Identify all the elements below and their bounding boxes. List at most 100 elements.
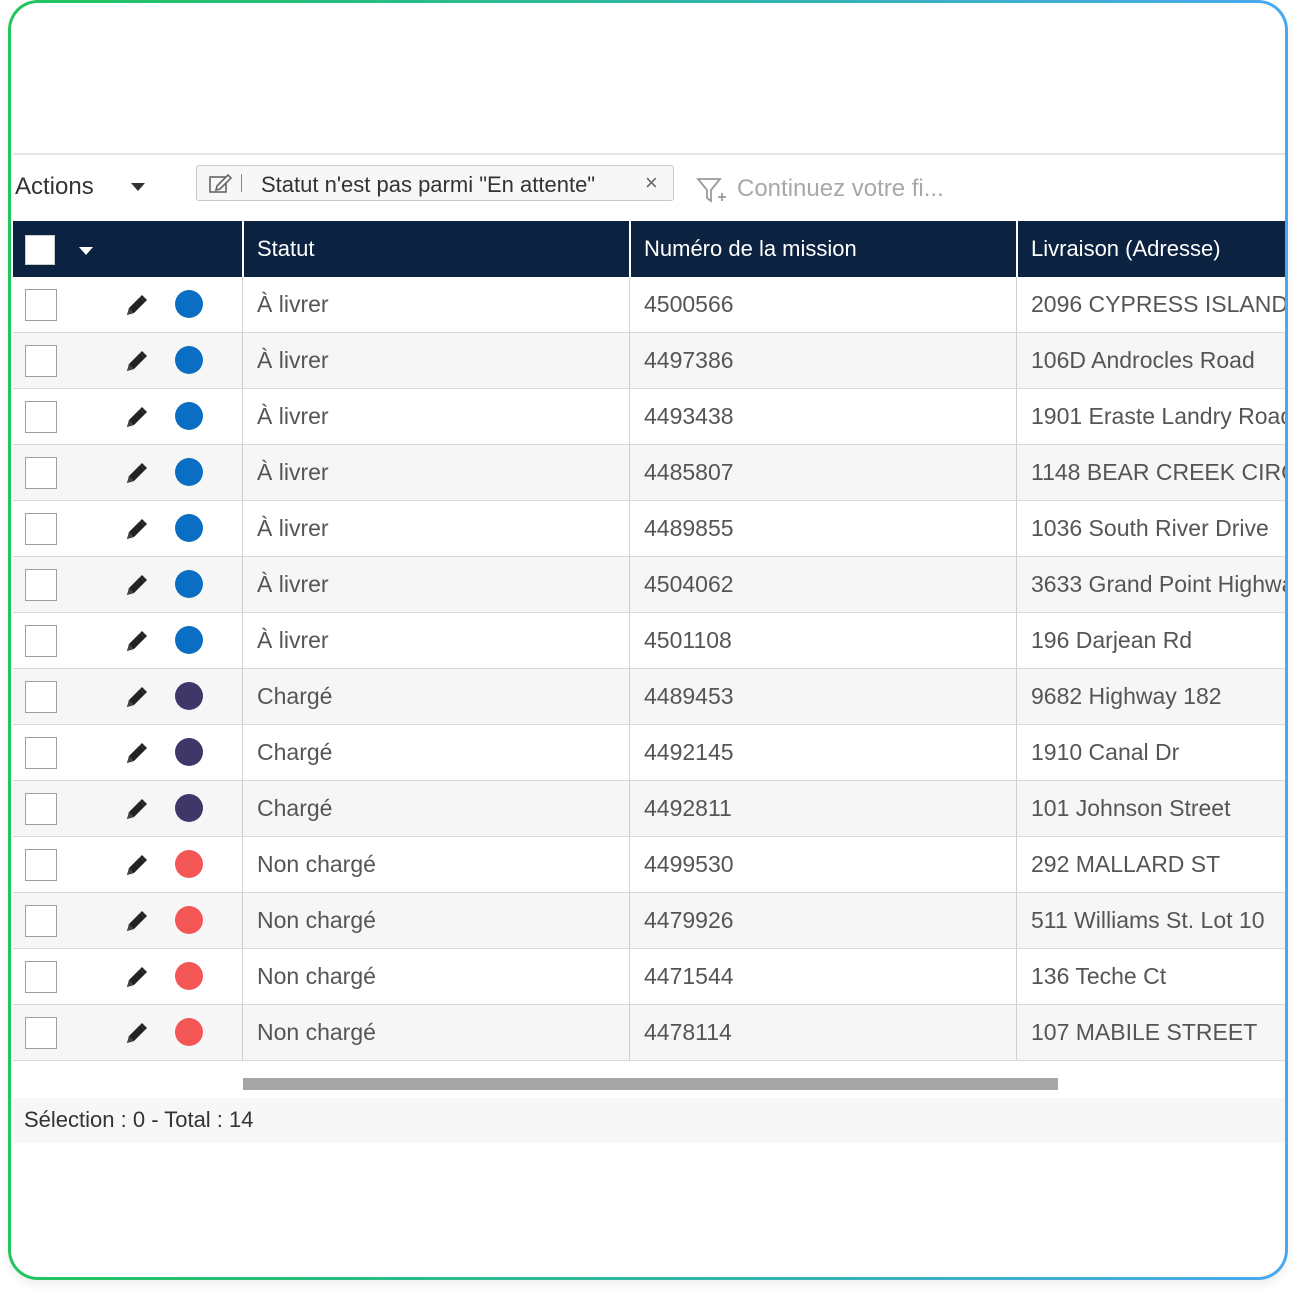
cell-divider xyxy=(629,277,630,332)
grid-footer: Sélection : 0 - Total : 14 xyxy=(13,1098,1285,1143)
pencil-icon[interactable] xyxy=(123,741,149,772)
table-row[interactable]: À livrer 4489855 1036 South River Drive xyxy=(13,501,1285,557)
row-checkbox[interactable] xyxy=(25,625,57,657)
cell-divider xyxy=(242,669,243,724)
delivery-address-cell: 2096 CYPRESS ISLAND H xyxy=(1031,291,1286,317)
scrollbar-thumb[interactable] xyxy=(243,1078,1058,1090)
delivery-address-cell: 1901 Eraste Landry Road xyxy=(1031,403,1286,429)
status-dot-icon xyxy=(175,626,203,654)
row-checkbox[interactable] xyxy=(25,849,57,881)
table-row[interactable]: Non chargé 4479926 511 Williams St. Lot 10 xyxy=(13,893,1285,949)
row-checkbox[interactable] xyxy=(25,905,57,937)
delivery-address-cell: 106D Androcles Road xyxy=(1031,347,1255,373)
cell-divider xyxy=(1016,445,1017,500)
status-cell: À livrer xyxy=(257,571,329,597)
row-checkbox[interactable] xyxy=(25,513,57,545)
delivery-address-cell: 1148 BEAR CREEK CIRCLE xyxy=(1031,459,1285,485)
delivery-address-cell: 107 MABILE STREET xyxy=(1031,1019,1258,1045)
pencil-icon[interactable] xyxy=(123,685,149,716)
row-checkbox[interactable] xyxy=(25,793,57,825)
pencil-icon[interactable] xyxy=(123,797,149,828)
grid-toolbar: Actions Statut n'est pas parmi "En atten… xyxy=(13,155,1285,221)
mission-number-cell: 4504062 xyxy=(644,571,734,597)
status-dot-icon xyxy=(175,570,203,598)
pencil-icon[interactable] xyxy=(123,405,149,436)
row-checkbox[interactable] xyxy=(25,569,57,601)
selection-dropdown-icon[interactable] xyxy=(79,247,93,255)
row-checkbox[interactable] xyxy=(25,1017,57,1049)
mission-number-cell: 4492145 xyxy=(644,739,734,765)
cell-divider xyxy=(242,445,243,500)
cell-divider xyxy=(1016,949,1017,1004)
close-icon[interactable]: × xyxy=(645,170,658,195)
pencil-icon[interactable] xyxy=(123,293,149,324)
table-row[interactable]: Non chargé 4499530 292 MALLARD ST xyxy=(13,837,1285,893)
mission-number-cell: 4471544 xyxy=(644,963,734,989)
status-cell: Non chargé xyxy=(257,1019,376,1045)
pencil-icon[interactable] xyxy=(123,1021,149,1052)
table-row[interactable]: À livrer 4485807 1148 BEAR CREEK CIRCLE xyxy=(13,445,1285,501)
cell-divider xyxy=(629,389,630,444)
table-row[interactable]: Chargé 4492145 1910 Canal Dr xyxy=(13,725,1285,781)
mission-number-cell: 4479926 xyxy=(644,907,734,933)
delivery-address-cell: 196 Darjean Rd xyxy=(1031,627,1193,653)
delivery-address-cell: 9682 Highway 182 xyxy=(1031,683,1222,709)
table-row[interactable]: À livrer 4501108 196 Darjean Rd xyxy=(13,613,1285,669)
row-checkbox[interactable] xyxy=(25,457,57,489)
filter-add-icon[interactable] xyxy=(696,177,728,207)
table-row[interactable]: À livrer 4500566 2096 CYPRESS ISLAND H xyxy=(13,277,1286,333)
mission-number-cell: 4489855 xyxy=(644,515,734,541)
pencil-icon[interactable] xyxy=(123,349,149,380)
pencil-icon[interactable] xyxy=(123,909,149,940)
column-header-mission[interactable]: Numéro de la mission xyxy=(644,236,857,261)
delivery-address-cell: 101 Johnson Street xyxy=(1031,795,1231,821)
status-cell: À livrer xyxy=(257,459,329,485)
table-row[interactable]: À livrer 4504062 3633 Grand Point Highway xyxy=(13,557,1285,613)
pencil-icon[interactable] xyxy=(123,573,149,604)
cell-divider xyxy=(1016,501,1017,556)
status-dot-icon xyxy=(175,514,203,542)
table-row[interactable]: Non chargé 4478114 107 MABILE STREET xyxy=(13,1005,1285,1061)
table-row[interactable]: Non chargé 4471544 136 Teche Ct xyxy=(13,949,1285,1005)
pencil-icon[interactable] xyxy=(123,461,149,492)
cell-divider xyxy=(242,949,243,1004)
horizontal-scrollbar[interactable] xyxy=(13,1062,1285,1098)
status-cell: Non chargé xyxy=(257,963,376,989)
status-dot-icon xyxy=(175,402,203,430)
row-checkbox[interactable] xyxy=(25,737,57,769)
pencil-icon[interactable] xyxy=(123,965,149,996)
mission-number-cell: 4492811 xyxy=(644,795,732,821)
select-all-checkbox[interactable] xyxy=(25,235,55,265)
cell-divider xyxy=(629,613,630,668)
row-checkbox[interactable] xyxy=(25,961,57,993)
pencil-icon[interactable] xyxy=(123,517,149,548)
cell-divider xyxy=(242,613,243,668)
filter-search-input[interactable] xyxy=(735,171,1159,207)
column-header-address[interactable]: Livraison (Adresse) xyxy=(1031,236,1221,261)
cell-divider xyxy=(242,389,243,444)
filter-chip[interactable]: Statut n'est pas parmi "En attente" × xyxy=(196,165,674,201)
status-cell: Chargé xyxy=(257,795,333,821)
mission-number-cell: 4500566 xyxy=(644,291,734,317)
edit-icon[interactable] xyxy=(209,174,233,194)
row-checkbox[interactable] xyxy=(25,401,57,433)
cell-divider xyxy=(1016,557,1017,612)
column-header-status[interactable]: Statut xyxy=(257,236,315,261)
row-checkbox[interactable] xyxy=(25,289,57,321)
table-row[interactable]: À livrer 4493438 1901 Eraste Landry Road xyxy=(13,389,1286,445)
actions-dropdown-icon[interactable] xyxy=(131,183,145,191)
pencil-icon[interactable] xyxy=(123,853,149,884)
table-row[interactable]: Chargé 4489453 9682 Highway 182 xyxy=(13,669,1285,725)
row-checkbox[interactable] xyxy=(25,345,57,377)
status-cell: À livrer xyxy=(257,627,329,653)
cell-divider xyxy=(242,557,243,612)
pencil-icon[interactable] xyxy=(123,629,149,660)
actions-menu[interactable]: Actions xyxy=(15,173,94,200)
mission-number-cell: 4497386 xyxy=(644,347,734,373)
status-dot-icon xyxy=(175,794,203,822)
row-checkbox[interactable] xyxy=(25,681,57,713)
status-cell: Non chargé xyxy=(257,851,376,877)
status-cell: Chargé xyxy=(257,683,333,709)
table-row[interactable]: Chargé 4492811 101 Johnson Street xyxy=(13,781,1285,837)
table-row[interactable]: À livrer 4497386 106D Androcles Road xyxy=(13,333,1285,389)
